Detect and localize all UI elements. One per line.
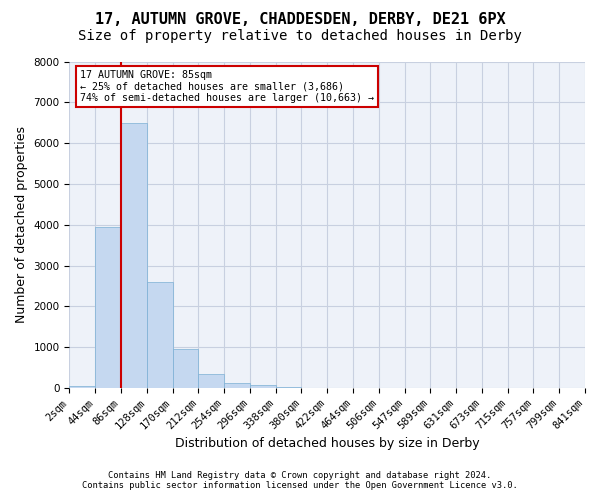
Text: Size of property relative to detached houses in Derby: Size of property relative to detached ho… — [78, 29, 522, 43]
Bar — [70, 386, 95, 388]
Bar — [147, 282, 173, 388]
Bar — [224, 383, 250, 388]
Bar — [199, 374, 224, 388]
Bar — [95, 227, 121, 388]
Bar — [275, 387, 301, 388]
X-axis label: Distribution of detached houses by size in Derby: Distribution of detached houses by size … — [175, 437, 479, 450]
Text: 17 AUTUMN GROVE: 85sqm
← 25% of detached houses are smaller (3,686)
74% of semi-: 17 AUTUMN GROVE: 85sqm ← 25% of detached… — [80, 70, 374, 103]
Text: Contains HM Land Registry data © Crown copyright and database right 2024.
Contai: Contains HM Land Registry data © Crown c… — [82, 470, 518, 490]
Y-axis label: Number of detached properties: Number of detached properties — [15, 126, 28, 324]
Text: 17, AUTUMN GROVE, CHADDESDEN, DERBY, DE21 6PX: 17, AUTUMN GROVE, CHADDESDEN, DERBY, DE2… — [95, 12, 505, 28]
Bar — [173, 350, 199, 388]
Bar — [250, 385, 275, 388]
Bar — [121, 122, 147, 388]
